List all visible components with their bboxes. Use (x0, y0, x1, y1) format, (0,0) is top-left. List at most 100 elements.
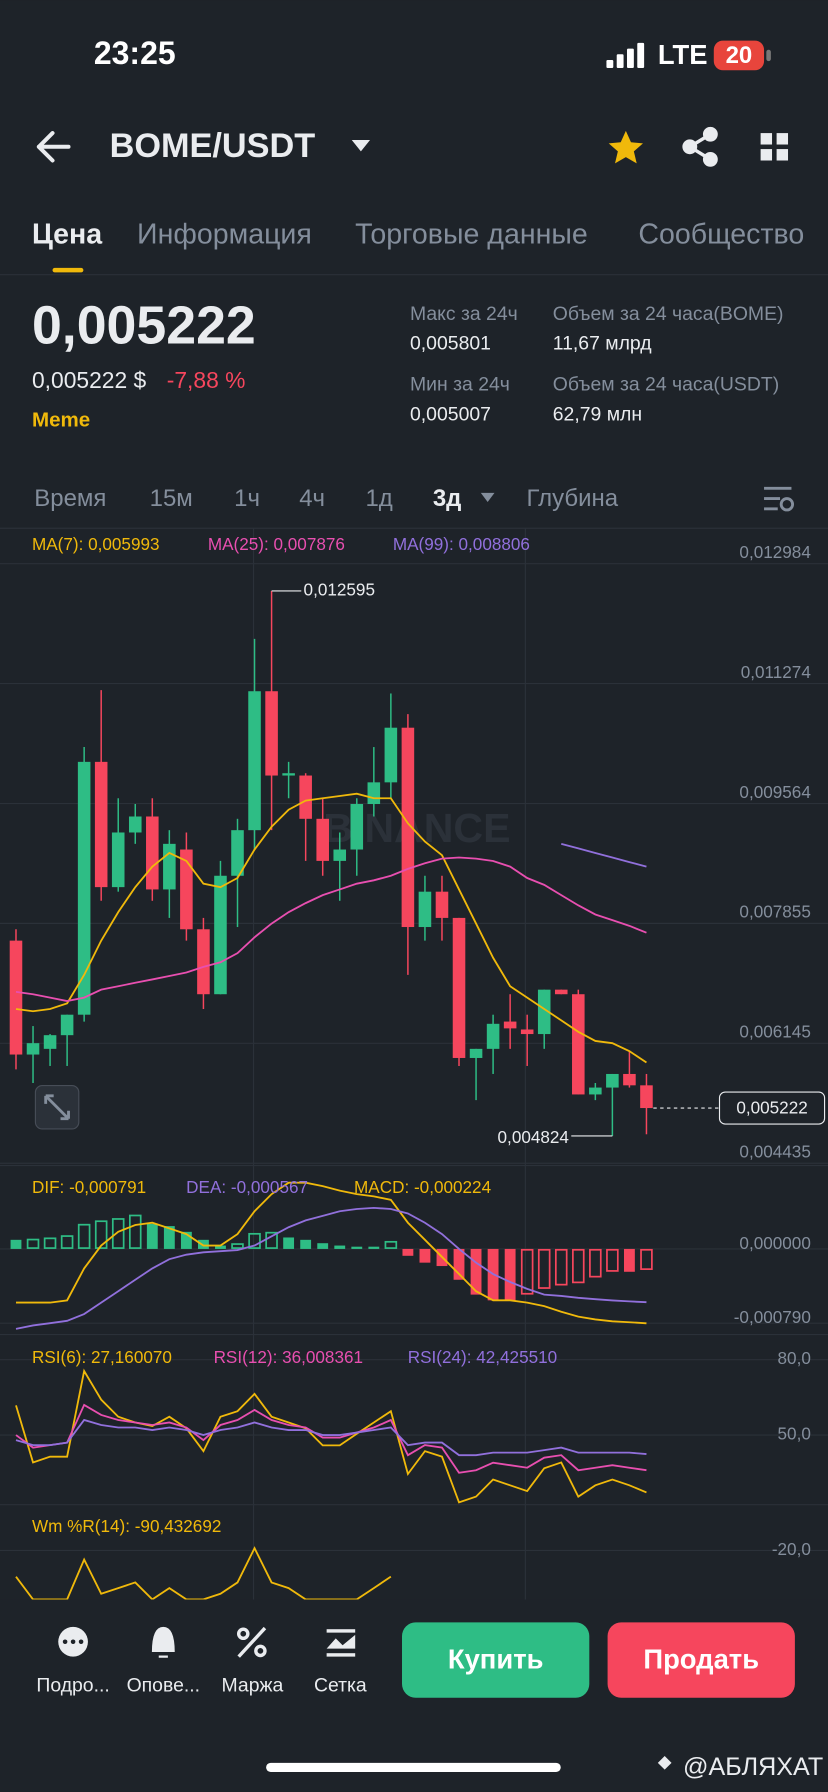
legend-label: MA(25): 0,007876 (208, 534, 345, 554)
pair-title[interactable]: BOME/USDT (110, 127, 316, 165)
tab[interactable]: Информация (137, 218, 312, 250)
chart-settings[interactable] (764, 486, 795, 512)
nav-label[interactable]: Маржа (222, 1674, 284, 1696)
macd-bar (43, 1237, 57, 1249)
macd-bar (537, 1248, 551, 1289)
candle-body (469, 1048, 483, 1058)
macd-bar (198, 1239, 209, 1249)
macd-bar (111, 1218, 125, 1249)
macd-bar (300, 1239, 312, 1249)
macd-bar (470, 1248, 482, 1295)
y-tick-label: 0,012984 (739, 542, 811, 562)
interval[interactable]: Время (34, 485, 106, 512)
candle-body (384, 727, 398, 783)
macd-bar (248, 1232, 261, 1249)
macd-bar (453, 1248, 465, 1280)
stat-label: Мин за 24ч (410, 374, 510, 396)
macd-bar (419, 1248, 431, 1263)
y-tick-label: 0,007855 (739, 902, 810, 922)
buy-button[interactable] (402, 1622, 590, 1698)
macd-bar (589, 1248, 602, 1278)
macd-bar (128, 1214, 142, 1249)
candle-body (26, 1043, 40, 1055)
nav-icon (151, 1626, 175, 1658)
candle-body (60, 1014, 74, 1036)
y-tick-label: 0,009564 (739, 782, 811, 802)
tab[interactable]: Цена (32, 218, 103, 250)
stat-label: Макс за 24ч (410, 303, 518, 325)
nav-label[interactable]: Подро... (36, 1674, 109, 1696)
candle-body (435, 891, 449, 918)
interval[interactable]: 1ч (234, 485, 260, 512)
interval[interactable]: 15м (150, 485, 193, 512)
last-price-label: 0,005222 (736, 1098, 807, 1118)
back-button[interactable] (36, 131, 71, 163)
expand-button[interactable] (34, 1085, 80, 1130)
y-tick-label: 50,0 (778, 1424, 811, 1444)
interval[interactable]: 4ч (299, 485, 325, 512)
pair-dropdown[interactable] (351, 139, 371, 152)
interval[interactable]: 1д (365, 485, 392, 512)
candle-body (640, 1085, 653, 1109)
stat-label: Объем за 24 часа(BOME) (553, 303, 784, 325)
legend-label: DIF: -0,000791 (32, 1177, 146, 1197)
nav-icon-dots (62, 1639, 84, 1645)
price-change: -7,88 % (167, 367, 246, 393)
candle-body (350, 804, 364, 850)
macd-bar (94, 1220, 108, 1249)
tag[interactable]: Meme (32, 408, 90, 431)
candle-body (94, 761, 108, 888)
nav-label[interactable]: Опове... (127, 1674, 200, 1696)
max-label: 0,012595 (304, 579, 375, 599)
tab[interactable]: Сообщество (638, 218, 804, 250)
macd-bar (402, 1248, 414, 1256)
legend-label: MACD: -0,000224 (354, 1177, 492, 1197)
candle-body (316, 818, 329, 861)
indicator-line (15, 1418, 647, 1457)
candle-body (197, 929, 210, 995)
signal-icon (606, 42, 645, 68)
macd-bar (163, 1226, 175, 1249)
legend-label: RSI(24): 42,425510 (408, 1347, 557, 1367)
legend-label: Wm %R(14): -90,432692 (32, 1516, 221, 1536)
sell-button[interactable] (607, 1622, 795, 1698)
favorite-star[interactable] (608, 130, 643, 164)
indicator-line (15, 1206, 647, 1330)
usd-price: 0,005222 $ (32, 367, 147, 393)
share-button[interactable] (682, 126, 718, 167)
buy-label[interactable]: Купить (448, 1643, 544, 1674)
macd-bar (640, 1248, 653, 1270)
candle-body (214, 875, 227, 995)
macd-bar (623, 1248, 635, 1272)
macd-bar (265, 1231, 278, 1249)
candle-body (520, 1029, 534, 1035)
battery-level: 20 (726, 42, 753, 69)
macd-bar (231, 1243, 244, 1249)
candle-body (128, 816, 142, 833)
macd-bar (77, 1223, 91, 1249)
candle-body (77, 761, 91, 1015)
nav-label[interactable]: Сетка (314, 1674, 367, 1696)
last-price-box (718, 1091, 826, 1125)
macd-bar (146, 1223, 158, 1249)
layout-button[interactable] (760, 133, 789, 161)
stat-value: 11,67 млрд (553, 333, 652, 355)
macd-bar (351, 1246, 363, 1249)
candle-body (248, 691, 261, 831)
y-tick-label: 0,000000 (739, 1233, 810, 1253)
tab[interactable]: Торговые данные (355, 218, 588, 250)
macd-bar (283, 1237, 295, 1249)
interval[interactable]: Глубина (526, 485, 618, 512)
macd-bar (384, 1240, 398, 1249)
battery (713, 40, 765, 71)
status-time: 23:25 (94, 35, 176, 71)
sell-label[interactable]: Продать (643, 1643, 759, 1674)
tab-indicator (52, 267, 84, 273)
charts: 0,012984 0,011274 0,009564 0,007855 0,006145… (0, 534, 828, 1639)
interval-dropdown[interactable] (480, 492, 495, 502)
nav-icon (236, 1626, 267, 1658)
y-tick-label: 80,0 (778, 1348, 811, 1368)
interval[interactable]: 3д (433, 485, 462, 512)
